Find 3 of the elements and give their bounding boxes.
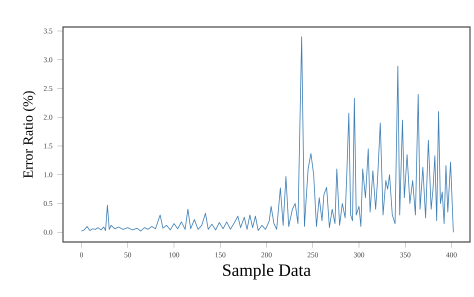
- x-axis-title: Sample Data: [223, 264, 311, 280]
- y-axis-title: Error Ratio (%): [22, 91, 36, 178]
- line-series: [81, 36, 454, 233]
